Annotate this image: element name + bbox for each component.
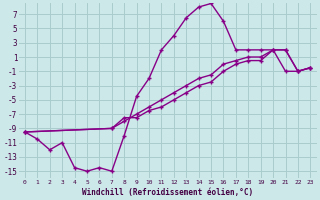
X-axis label: Windchill (Refroidissement éolien,°C): Windchill (Refroidissement éolien,°C)	[82, 188, 253, 197]
